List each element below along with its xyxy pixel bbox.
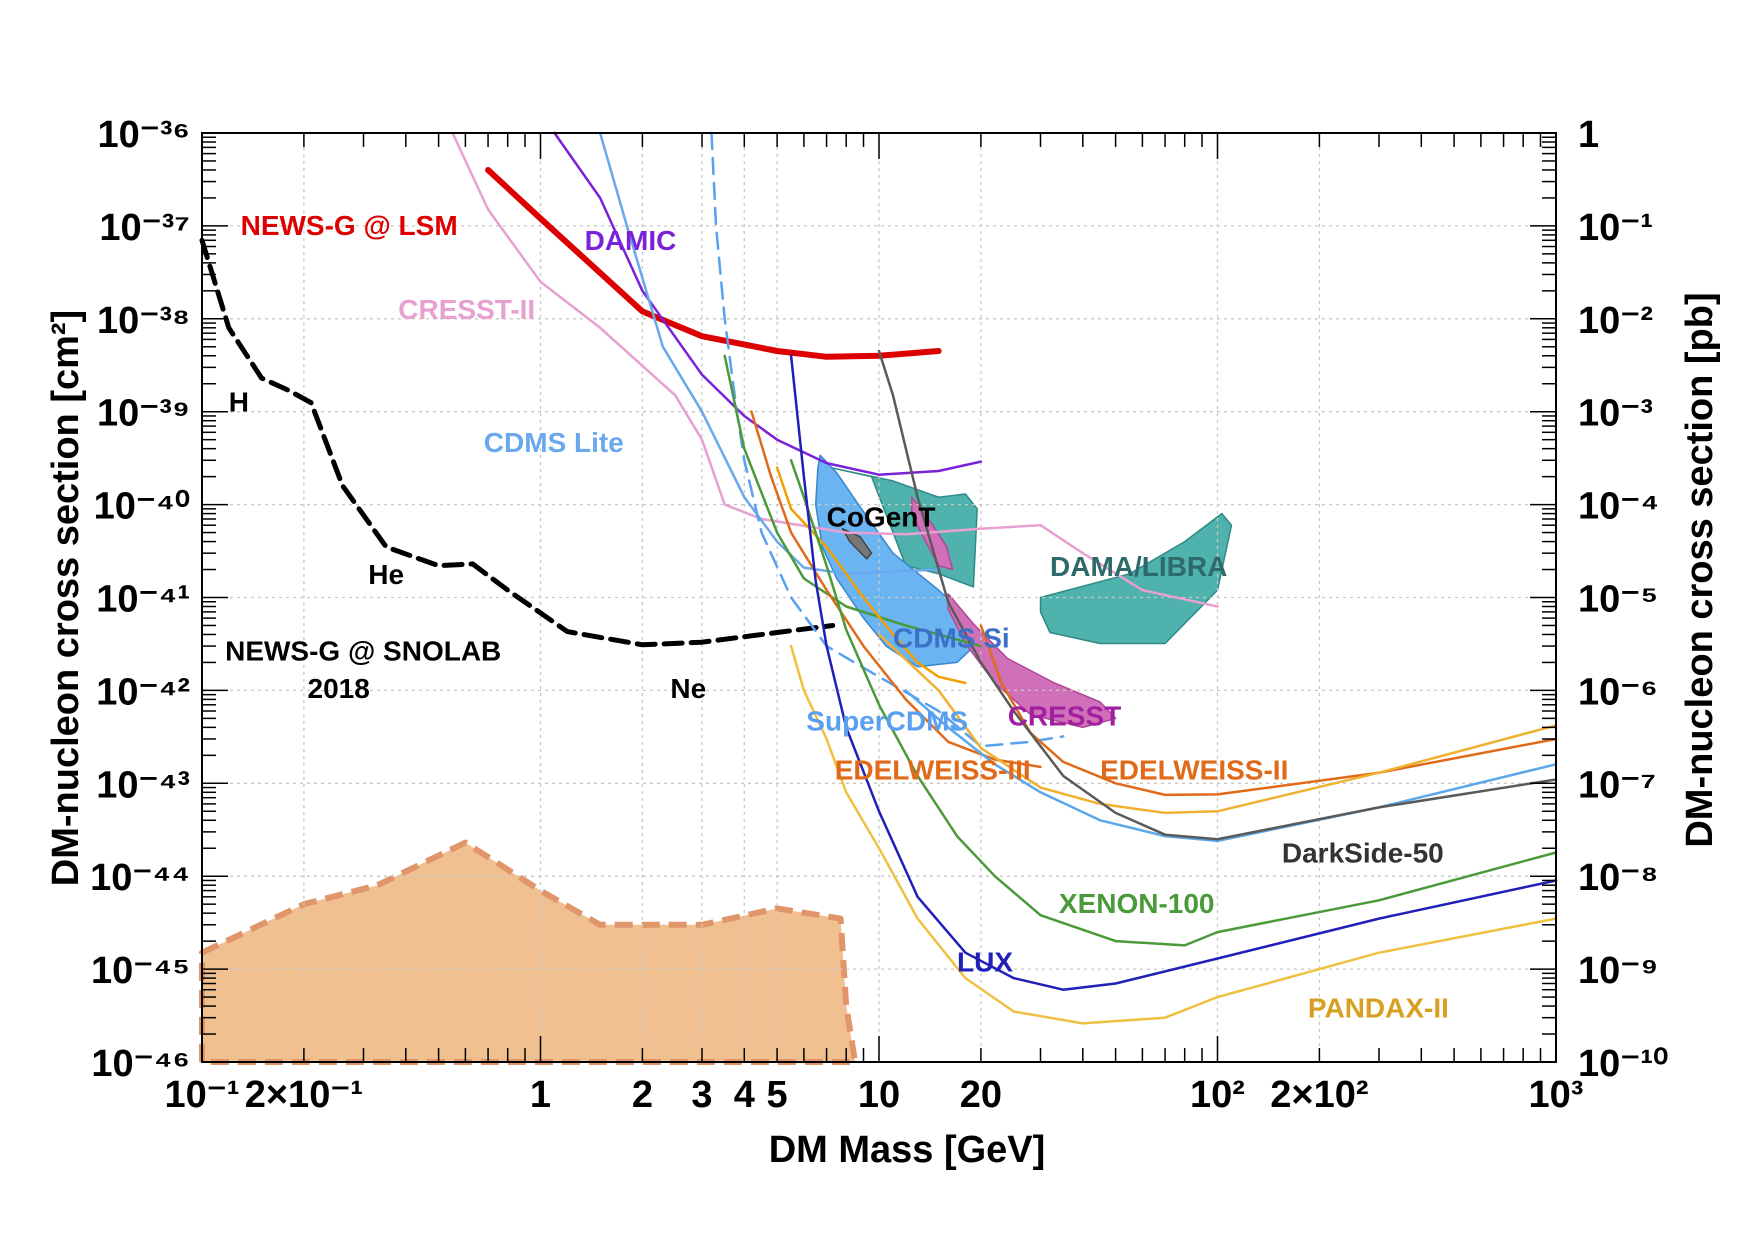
x-tick-label-10: 10⁻¹	[165, 1074, 240, 1116]
x-tick-label-10: 10	[858, 1074, 900, 1116]
cdms-lite-curve	[598, 131, 940, 576]
series-label-edelweiss-iii: EDELWEISS-III	[835, 755, 1031, 786]
x-tick-label-2: 2	[632, 1074, 653, 1116]
series-label-pandax-ii: PANDAX-II	[1308, 993, 1449, 1024]
xenon-100-lowmass-curve	[723, 354, 983, 648]
y-tick-label-10: 10⁻⁴⁰	[94, 486, 190, 528]
labels-layer: NEWS-G @ LSM DAMIC CRESST-II H CDMS Lite CoGe…	[225, 210, 1449, 1024]
series-label-cdms-lite: CDMS Lite	[484, 427, 624, 458]
y-tick-label-10: 10⁻³⁷	[99, 207, 190, 249]
news-g-lsm-curve	[485, 167, 942, 360]
series-label-edelweiss-ii: EDELWEISS-II	[1100, 755, 1288, 786]
pandax-ii-curve	[789, 644, 1558, 1025]
series-label-dama-libra: DAMA/LIBRA	[1050, 551, 1227, 582]
y-tick-label-10: 10⁻⁴²	[96, 671, 190, 713]
x-axis-title: DM Mass [GeV]	[769, 1129, 1046, 1171]
series-label-supercdms: SuperCDMS	[806, 706, 968, 737]
series-label-xenon-100: XENON-100	[1059, 888, 1215, 919]
series-label-cresst: CRESST	[1008, 700, 1122, 731]
xenon-100-curve	[789, 459, 1558, 947]
ticks-layer: 10⁻¹ 2×10⁻¹ 1 2 3 4 5 10 20 10² 2×10² 10³10⁻³⁶10⁻³⁷…	[90, 114, 1668, 1116]
series-label-lux: LUX	[957, 947, 1013, 978]
damic-curve	[553, 131, 983, 476]
x-tick-label-10: 10²	[1190, 1074, 1245, 1116]
edelweiss-iii-curve	[750, 410, 1042, 769]
darkside-50-curve	[877, 349, 1558, 841]
series-label-he: He	[368, 559, 404, 590]
y2-tick-label-10: 10⁻⁶	[1578, 671, 1658, 713]
y2-tick-label-10: 10⁻³	[1578, 393, 1653, 435]
y-tick-label-10: 10⁻⁴¹	[96, 579, 190, 621]
edelweiss-ii-curve	[979, 624, 1558, 797]
y-tick-label-10: 10⁻³⁹	[97, 393, 190, 435]
y-tick-label-10: 10⁻⁴⁵	[91, 950, 190, 992]
series-label-2018: 2018	[308, 673, 370, 704]
x-tick-label-4: 4	[734, 1074, 755, 1116]
y2-tick-label-10: 10⁻⁸	[1578, 857, 1658, 899]
series-label-ne: Ne	[670, 673, 706, 704]
y2-tick-label-1: 1	[1578, 114, 1599, 156]
neutrino-floor	[199, 839, 859, 1065]
news-g-snolab-2018-curve	[199, 237, 836, 648]
y2-tick-label-10: 10⁻⁹	[1578, 950, 1658, 992]
y-tick-label-10: 10⁻³⁶	[98, 114, 190, 156]
y2-tick-label-10: 10⁻⁴	[1578, 486, 1659, 528]
x-tick-label-1: 1	[530, 1074, 551, 1116]
y2-tick-label-10: 10⁻⁵	[1578, 579, 1658, 621]
y-tick-label-10: 10⁻³⁸	[97, 300, 190, 342]
series-label-h: H	[229, 387, 249, 418]
y2-tick-label-10: 10⁻¹⁰	[1578, 1043, 1668, 1085]
y-tick-label-10: 10⁻⁴⁶	[91, 1043, 190, 1085]
y2-tick-label-10: 10⁻⁷	[1578, 764, 1656, 806]
series-layer	[199, 131, 1558, 1025]
x-tick-label-5: 5	[767, 1074, 788, 1116]
cogent-region	[841, 527, 873, 560]
x-tick-label-20: 20	[960, 1074, 1002, 1116]
y-tick-label-10: 10⁻⁴³	[96, 764, 190, 806]
x-tick-label-10: 10³	[1529, 1074, 1584, 1116]
cdms-lite-2-curve	[775, 466, 967, 685]
x-tick-label-2-10: 2×10²	[1270, 1074, 1368, 1116]
series-label-news-g-snolab: NEWS-G @ SNOLAB	[225, 636, 501, 667]
series-label-cogent: CoGenT	[827, 502, 936, 533]
x-tick-label-2-10: 2×10⁻¹	[245, 1074, 363, 1116]
series-label-darkside-50: DarkSide-50	[1282, 838, 1444, 869]
y2-tick-label-10: 10⁻¹	[1578, 207, 1653, 249]
series-label-cdms-si: CDMS Si	[893, 622, 1010, 653]
lux-curve	[789, 354, 1558, 991]
series-label-cresst-ii: CRESST-II	[398, 294, 535, 325]
cresst-region-b	[947, 592, 1117, 729]
frame-layer	[201, 132, 1557, 1063]
y2-tick-label-10: 10⁻²	[1578, 300, 1653, 342]
y-axis-title: DM-nucleon cross section [cm²]	[45, 310, 87, 886]
supercdms-curve	[710, 131, 1065, 748]
pandax-ii-lowmass-curve	[877, 633, 1558, 815]
y2-axis-title: DM-nucleon cross section [pb]	[1679, 292, 1721, 847]
series-label-news-g-lsm: NEWS-G @ LSM	[241, 210, 458, 241]
x-tick-label-3: 3	[691, 1074, 712, 1116]
y-tick-label-10: 10⁻⁴⁴	[90, 857, 190, 899]
cdms-si-region	[814, 454, 978, 668]
regions-layer	[199, 454, 1233, 1065]
series-label-damic: DAMIC	[585, 225, 677, 256]
